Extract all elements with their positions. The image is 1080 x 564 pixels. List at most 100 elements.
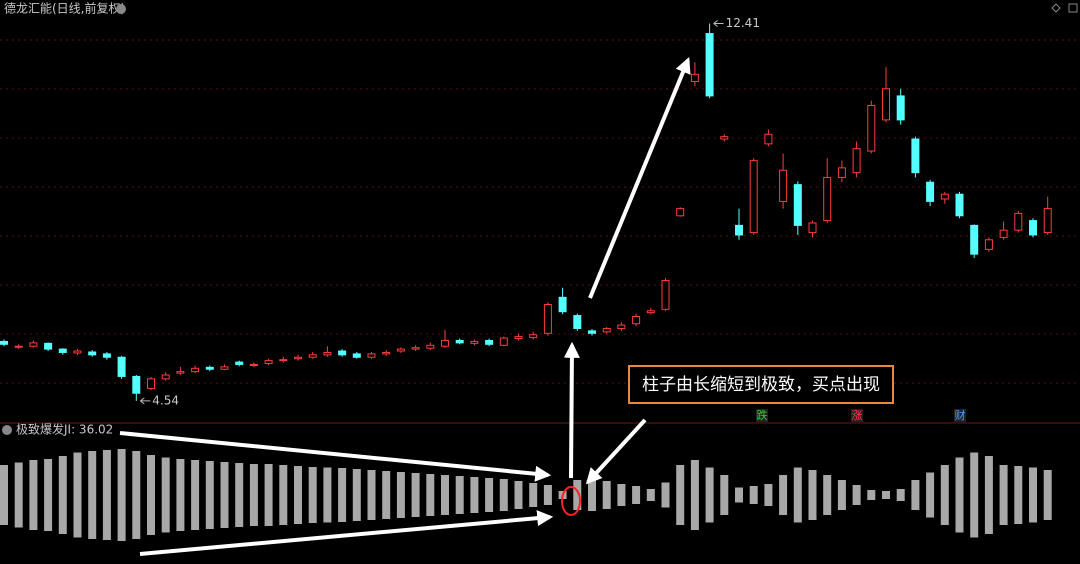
indicator-bar	[867, 490, 876, 500]
indicator-bar	[191, 460, 200, 530]
indicator-dropdown[interactable]	[2, 425, 12, 435]
candle-body	[911, 138, 920, 174]
indicator-bar	[455, 476, 464, 514]
candle-body	[705, 33, 714, 97]
candle-body	[294, 356, 302, 360]
candle-body	[793, 184, 802, 226]
candle-body	[573, 315, 582, 329]
indicator-bar	[249, 464, 258, 526]
candle-body	[646, 310, 655, 314]
candle-body	[852, 148, 861, 174]
indicator-value: JI: 36.02	[63, 423, 113, 437]
candle-body	[58, 348, 67, 353]
candle-body	[896, 95, 905, 121]
indicator-bar	[205, 461, 214, 529]
candle-body	[352, 353, 361, 358]
candle-body	[470, 340, 479, 344]
indicator-bar	[29, 460, 38, 530]
indicator-bar	[661, 482, 670, 508]
candle-body	[837, 167, 846, 178]
indicator-bar	[0, 465, 8, 525]
candle-body	[882, 88, 890, 121]
indicator-bar	[940, 465, 949, 525]
indicator-bar	[955, 457, 964, 533]
candle-body	[411, 347, 420, 350]
min-label: 4.54	[152, 393, 179, 407]
candle-body	[426, 344, 435, 349]
indicator-bar	[396, 472, 405, 518]
indicator-bar	[543, 485, 552, 505]
indicator-bar	[102, 450, 111, 540]
candle-body	[176, 371, 185, 374]
candle-body	[676, 208, 685, 217]
candle-body	[161, 374, 170, 380]
candle-body	[955, 193, 964, 217]
indicator-bar	[514, 481, 523, 509]
indicator-bar	[161, 457, 170, 533]
candle-body	[779, 169, 788, 202]
indicator-bar	[1014, 466, 1023, 524]
indicator-bar	[441, 475, 449, 515]
indicator-bar	[279, 465, 288, 525]
highlight-circle	[561, 486, 581, 516]
candle-body	[191, 367, 200, 373]
candle-body	[661, 280, 670, 310]
indicator-bar	[646, 489, 655, 501]
candle-body	[44, 342, 53, 350]
indicator-bar	[602, 481, 611, 509]
candle-body	[73, 350, 82, 354]
indicator-bar	[984, 456, 993, 534]
indicator-bar	[426, 474, 435, 516]
candle-body	[147, 378, 155, 389]
chart-title: 德龙汇能(日线,前复权)	[4, 1, 125, 16]
panel-guides	[0, 39, 1080, 384]
candle-body	[249, 363, 258, 366]
candle-body	[485, 339, 494, 345]
candle-body	[617, 324, 626, 329]
max-arrow	[713, 20, 724, 27]
indicator-bar	[411, 473, 420, 517]
indicator-bar	[308, 467, 317, 523]
indicator-bar	[382, 471, 391, 519]
max-label: 12.41	[726, 16, 760, 30]
indicator-bar	[779, 475, 788, 515]
indicator-bar	[617, 484, 626, 506]
candle-body	[632, 316, 641, 325]
marker-text: 涨	[852, 409, 863, 422]
indicator-bar	[837, 480, 846, 510]
callout-box	[628, 365, 894, 404]
indicator-bar	[294, 466, 302, 524]
indicator-bar	[823, 475, 832, 515]
candle-body	[867, 105, 876, 152]
candle-body	[117, 356, 126, 377]
indicator-bar	[735, 487, 743, 503]
indicator-bar	[132, 451, 141, 539]
indicator-bar	[367, 470, 376, 520]
indicator-bar	[676, 465, 685, 525]
marker-text: 跌	[757, 408, 768, 422]
candle-body	[279, 359, 288, 362]
indicator-bar	[882, 491, 890, 499]
candle-body	[970, 224, 979, 255]
candle-body	[588, 330, 596, 334]
title-dropdown[interactable]	[116, 4, 126, 14]
indicator-bar	[499, 479, 508, 511]
candle-body	[323, 351, 332, 356]
indicator-name: 极致爆发	[16, 422, 64, 437]
candle-body	[235, 361, 244, 365]
candle-body	[690, 73, 699, 83]
window-controls[interactable]	[1051, 3, 1078, 13]
candle-body	[823, 176, 832, 222]
candle-body	[396, 348, 405, 352]
annotation-arrows	[119, 57, 691, 556]
candle-body	[514, 336, 523, 340]
candle-body	[1014, 212, 1023, 231]
candle-body	[14, 345, 23, 348]
indicator-bar	[690, 460, 699, 530]
marker-box	[756, 409, 768, 422]
indicator-bar	[970, 452, 979, 538]
indicator-bar	[999, 465, 1008, 525]
candle-body	[29, 342, 38, 347]
candle-body	[1043, 208, 1052, 234]
indicator-bar	[1029, 467, 1037, 523]
